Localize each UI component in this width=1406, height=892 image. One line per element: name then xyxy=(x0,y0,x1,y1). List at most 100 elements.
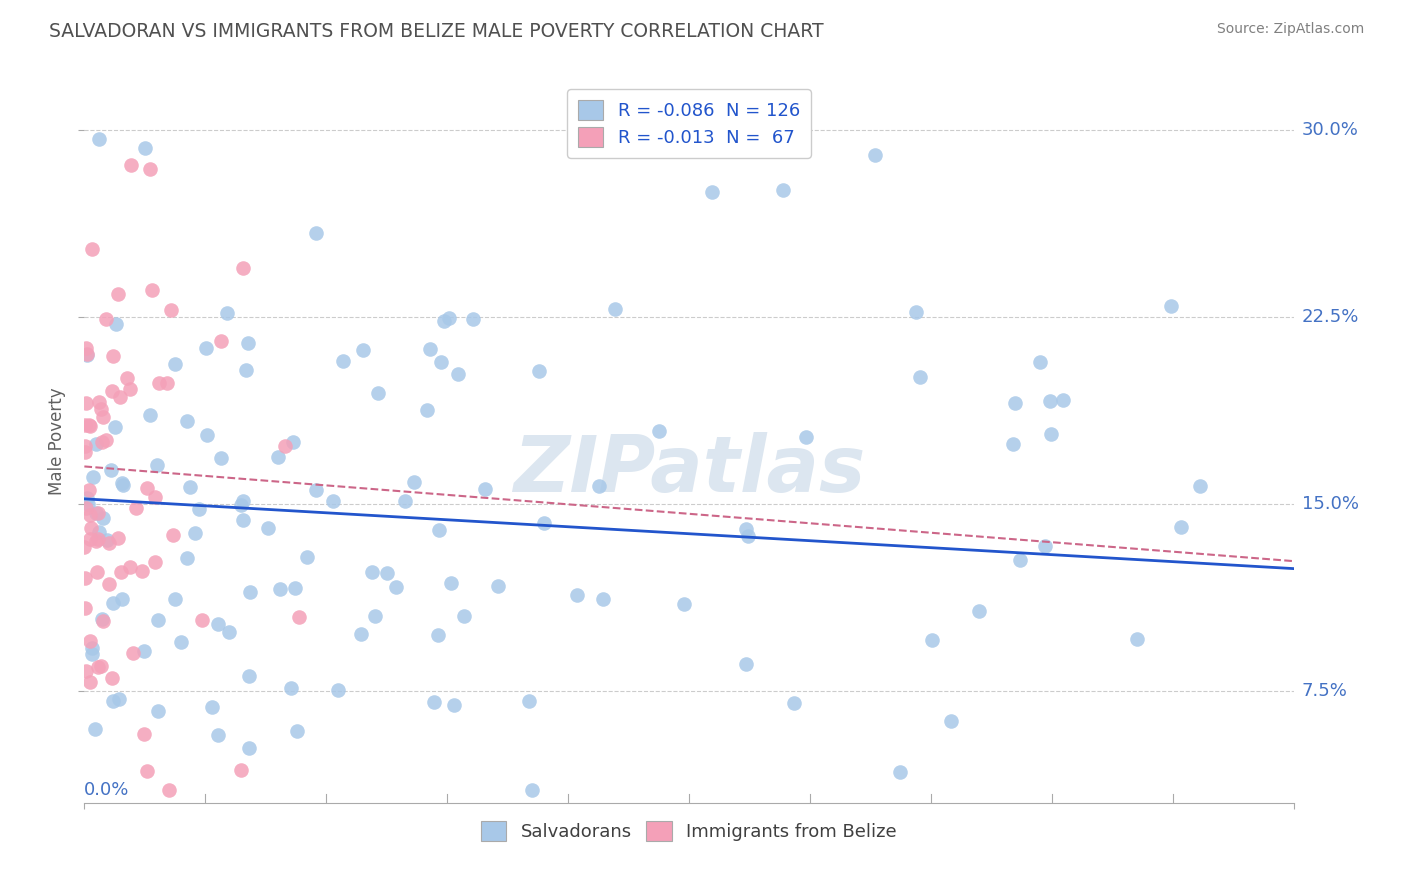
Point xyxy=(1004,395,1026,409)
Point xyxy=(79,418,101,433)
Point xyxy=(89,132,111,146)
Point xyxy=(79,483,101,497)
Point xyxy=(176,551,198,566)
Point xyxy=(80,520,103,534)
Point xyxy=(122,646,145,660)
Point xyxy=(461,312,484,326)
Point xyxy=(101,384,124,399)
Point xyxy=(647,424,669,438)
Point xyxy=(100,671,122,685)
Point xyxy=(1029,355,1052,369)
Point xyxy=(90,434,112,449)
Point xyxy=(96,311,118,326)
Point xyxy=(592,591,614,606)
Point xyxy=(84,506,107,520)
Text: 15.0%: 15.0% xyxy=(1302,495,1358,513)
Point xyxy=(91,614,114,628)
Point xyxy=(527,364,550,378)
Legend: Salvadorans, Immigrants from Belize: Salvadorans, Immigrants from Belize xyxy=(474,814,904,848)
Point xyxy=(361,565,384,579)
Point xyxy=(285,723,308,738)
Point xyxy=(257,521,280,535)
Point xyxy=(735,522,758,536)
Point xyxy=(76,491,98,505)
Point xyxy=(447,367,470,381)
Point xyxy=(159,303,181,318)
Point xyxy=(305,226,328,240)
Point xyxy=(87,525,110,540)
Point xyxy=(533,516,555,530)
Point xyxy=(794,430,817,444)
Point xyxy=(889,764,911,779)
Point xyxy=(79,532,101,546)
Point xyxy=(111,475,134,490)
Point xyxy=(284,582,307,596)
Point xyxy=(86,565,108,579)
Point xyxy=(179,480,201,494)
Point xyxy=(207,617,229,632)
Point xyxy=(486,579,509,593)
Point xyxy=(79,674,101,689)
Point xyxy=(520,783,543,797)
Point xyxy=(84,437,107,451)
Point xyxy=(118,382,141,396)
Point xyxy=(76,347,98,361)
Point xyxy=(437,310,460,325)
Point xyxy=(97,576,120,591)
Point xyxy=(232,260,254,275)
Point xyxy=(79,418,101,433)
Point xyxy=(939,714,962,728)
Point xyxy=(103,596,125,610)
Point xyxy=(146,704,169,718)
Point xyxy=(967,603,990,617)
Point xyxy=(322,494,344,508)
Point xyxy=(132,643,155,657)
Point xyxy=(297,549,319,564)
Text: Source: ZipAtlas.com: Source: ZipAtlas.com xyxy=(1216,22,1364,37)
Point xyxy=(1160,299,1182,313)
Point xyxy=(87,659,110,673)
Point xyxy=(267,450,290,464)
Point xyxy=(269,582,291,596)
Point xyxy=(108,692,131,706)
Point xyxy=(86,506,108,520)
Point xyxy=(474,482,496,496)
Point xyxy=(176,414,198,428)
Point xyxy=(232,494,254,508)
Point xyxy=(82,647,104,661)
Point xyxy=(238,740,260,755)
Point xyxy=(218,624,240,639)
Point xyxy=(735,657,758,672)
Point xyxy=(157,783,180,797)
Y-axis label: Male Poverty: Male Poverty xyxy=(48,388,66,495)
Point xyxy=(367,385,389,400)
Text: ZIPatlas: ZIPatlas xyxy=(513,433,865,508)
Point xyxy=(183,525,205,540)
Point xyxy=(98,536,121,550)
Point xyxy=(103,694,125,708)
Point xyxy=(700,185,723,199)
Point xyxy=(107,286,129,301)
Point xyxy=(363,609,385,624)
Point xyxy=(110,592,132,607)
Point xyxy=(91,510,114,524)
Point xyxy=(73,600,96,615)
Text: 30.0%: 30.0% xyxy=(1302,121,1358,139)
Point xyxy=(139,162,162,177)
Point xyxy=(134,727,156,741)
Point xyxy=(440,576,463,591)
Point xyxy=(115,370,138,384)
Point xyxy=(415,403,437,417)
Point xyxy=(143,491,166,505)
Point xyxy=(772,183,794,197)
Point xyxy=(385,580,408,594)
Text: SALVADORAN VS IMMIGRANTS FROM BELIZE MALE POVERTY CORRELATION CHART: SALVADORAN VS IMMIGRANTS FROM BELIZE MAL… xyxy=(49,22,824,41)
Point xyxy=(1189,479,1212,493)
Point xyxy=(195,428,218,442)
Point xyxy=(1126,632,1149,647)
Point xyxy=(1039,426,1062,441)
Point xyxy=(96,533,118,547)
Point xyxy=(87,395,110,409)
Point xyxy=(1010,553,1032,567)
Point xyxy=(350,626,373,640)
